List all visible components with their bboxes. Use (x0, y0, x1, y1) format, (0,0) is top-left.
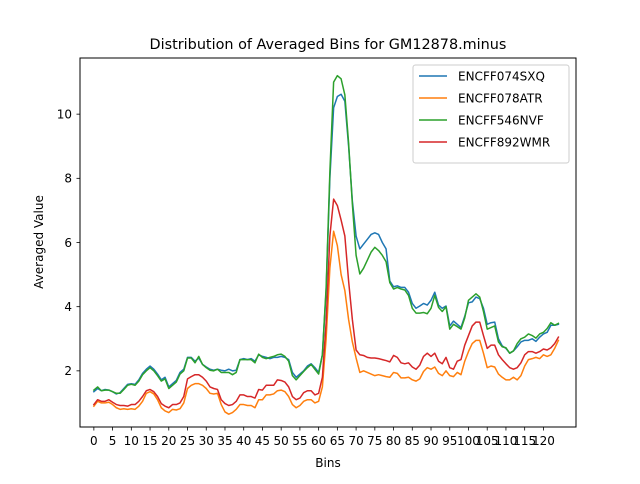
y-axis-label: Averaged Value (32, 195, 46, 289)
x-tick-label: 105 (476, 434, 499, 448)
series-line-encff078atr (92, 230, 560, 415)
x-tick-label: 0 (90, 434, 98, 448)
chart-title: Distribution of Averaged Bins for GM1287… (150, 37, 507, 53)
x-tick-label: 70 (348, 434, 363, 448)
x-tick-label: 45 (255, 434, 270, 448)
x-tick-label: 50 (274, 434, 289, 448)
series-line-encff892wmr (92, 198, 560, 409)
x-tick-label: 65 (330, 434, 345, 448)
legend-entry-label: ENCFF546NVF (458, 113, 544, 127)
series-line-encff546nvf (92, 74, 560, 395)
x-tick-label: 80 (386, 434, 401, 448)
legend: ENCFF074SXQ ENCFF078ATR ENCFF546NVF ENCFF89… (412, 64, 570, 164)
y-tick-label: 6 (64, 236, 72, 250)
legend-frame (412, 64, 570, 164)
x-tick-label: 110 (494, 434, 517, 448)
x-tick-label: 35 (217, 434, 232, 448)
x-tick-label: 75 (367, 434, 382, 448)
legend-entry-label: ENCFF892WMR (458, 135, 550, 149)
x-tick-label: 90 (423, 434, 438, 448)
x-tick-label: 25 (180, 434, 195, 448)
x-tick-label: 5 (109, 434, 117, 448)
x-tick-label: 120 (532, 434, 555, 448)
legend-entry-label: ENCFF074SXQ (458, 69, 545, 83)
y-tick-label: 4 (64, 300, 72, 314)
x-tick-label: 40 (236, 434, 251, 448)
y-tick-label: 10 (57, 107, 72, 121)
y-tick-label: 8 (64, 172, 72, 186)
series-layer (92, 74, 560, 415)
x-tick-label: 55 (292, 434, 307, 448)
legend-entry-label: ENCFF078ATR (458, 91, 543, 105)
x-tick-label: 85 (405, 434, 420, 448)
x-tick-label: 95 (442, 434, 457, 448)
x-tick-label: 10 (124, 434, 139, 448)
x-tick-label: 115 (513, 434, 536, 448)
x-tick-label: 60 (311, 434, 326, 448)
y-axis-ticks: 2 4 6 8 10 (57, 107, 80, 378)
x-tick-label: 30 (199, 434, 214, 448)
x-tick-label: 20 (161, 434, 176, 448)
y-tick-label: 2 (64, 364, 72, 378)
x-tick-label: 15 (142, 434, 157, 448)
x-tick-label: 100 (457, 434, 480, 448)
x-axis-label: Bins (315, 456, 340, 470)
x-axis-ticks: 0 5 10 15 20 25 30 35 40 45 50 55 60 65 70 75 80 85 90 95 10… (90, 427, 555, 448)
